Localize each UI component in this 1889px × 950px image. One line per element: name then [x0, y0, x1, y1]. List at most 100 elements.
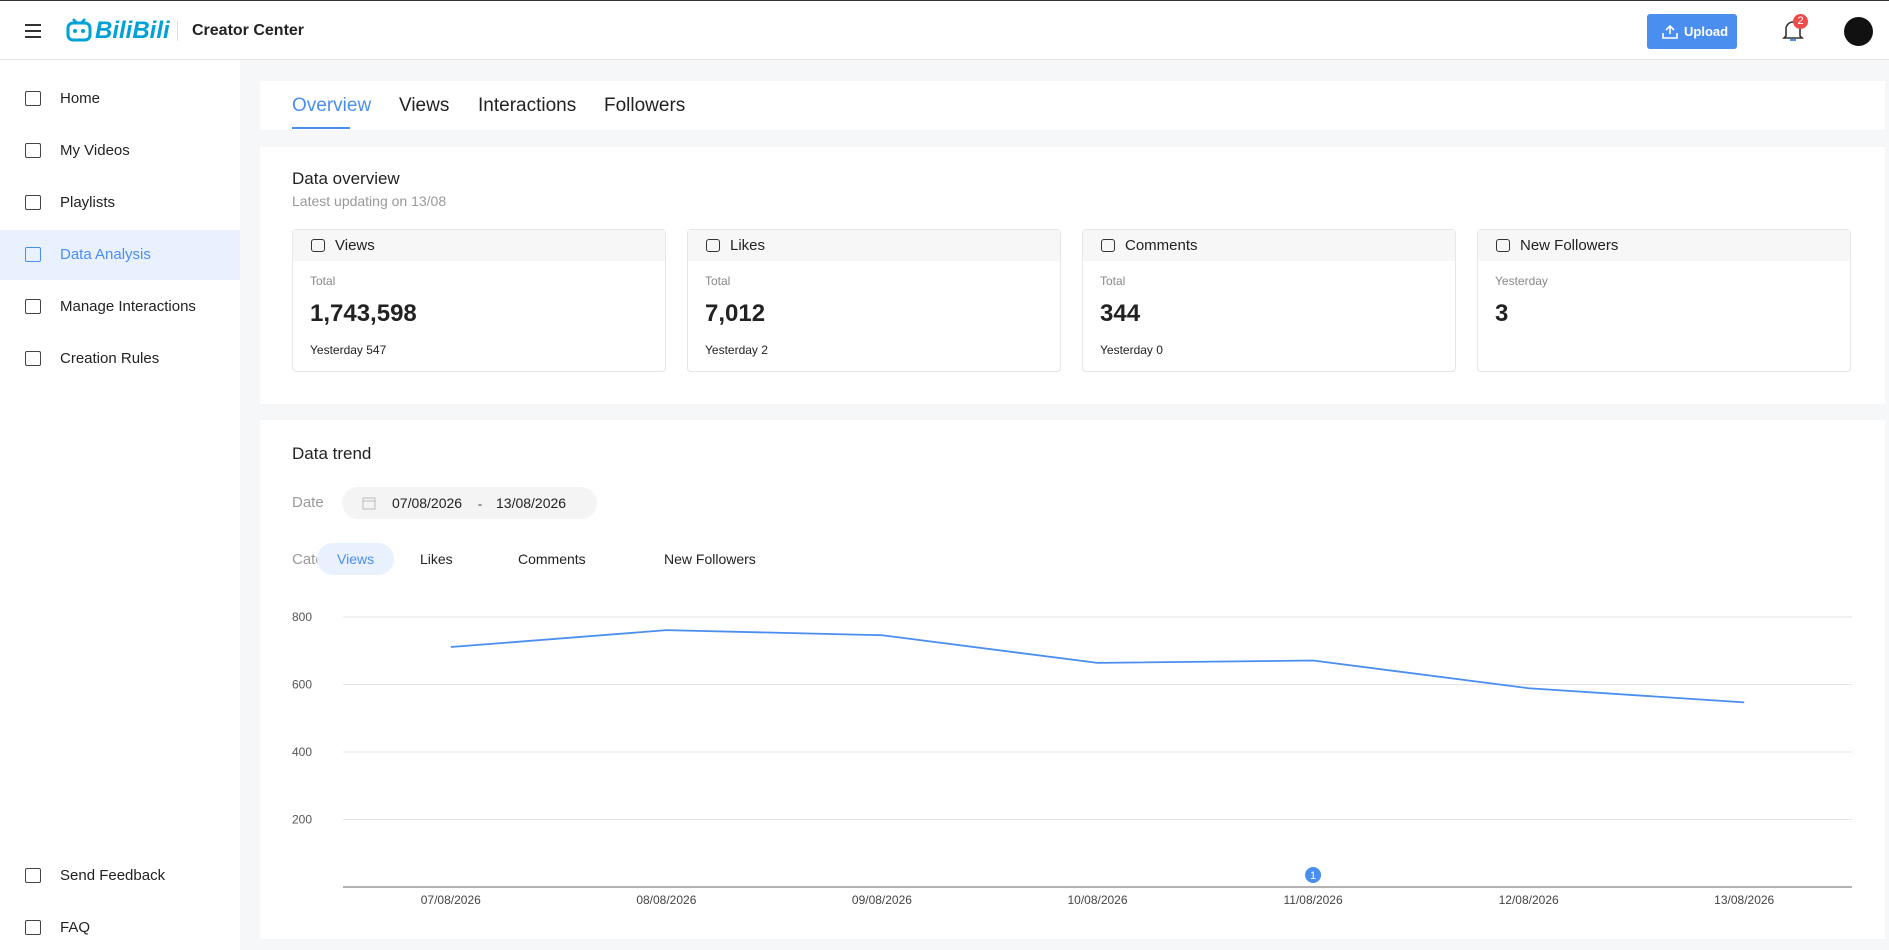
- stat-card-header: [1478, 230, 1850, 261]
- sidebar-icon: [25, 868, 41, 883]
- sidebar-label: Data Analysis: [60, 246, 151, 263]
- overview-panel: Data overview Latest updating on 13/08 V…: [260, 147, 1885, 404]
- tabs: Overview Views Interactions Followers: [260, 81, 1885, 130]
- start-date: 07/08/2026: [392, 495, 463, 511]
- sidebar-item[interactable]: FAQ: [0, 903, 240, 950]
- end-date: 13/08/2026: [496, 495, 567, 511]
- stat-card: Comments Total 344 Yesterday 0: [1082, 229, 1456, 372]
- upload-icon: [1662, 24, 1678, 39]
- trend-panel: Data trend Date 07/08/2026 - 13/08/2026 …: [260, 420, 1885, 939]
- sidebar-label: Send Feedback: [60, 867, 166, 884]
- section-title: Data overview: [292, 169, 400, 188]
- sidebar-label: Home: [60, 90, 101, 107]
- stat-value: 7,012: [705, 300, 766, 327]
- header-title: Creator Center: [192, 22, 305, 39]
- stat-name: Comments: [1125, 237, 1198, 254]
- stat-card: New Followers Yesterday 3: [1477, 229, 1851, 372]
- logo-icon: [66, 18, 92, 42]
- stat-period: Total: [705, 274, 731, 288]
- stat-card-header: [293, 230, 665, 261]
- category-chip[interactable]: Comments: [518, 551, 586, 567]
- stat-card-header: [1083, 230, 1455, 261]
- stat-icon: [311, 239, 325, 252]
- notification-badge: 2: [1793, 14, 1808, 29]
- event-marker: [1305, 867, 1322, 883]
- avatar[interactable]: [1844, 17, 1873, 46]
- sidebar-icon: [25, 351, 41, 366]
- calendar-icon: [362, 497, 376, 510]
- stat-value: 1,743,598: [310, 300, 417, 327]
- section-title: Data trend: [292, 444, 372, 463]
- stat-value: 3: [1495, 300, 1509, 327]
- sidebar-label: FAQ: [60, 919, 91, 936]
- stat-card: Likes Total 7,012 Yesterday 2: [687, 229, 1061, 372]
- x-tick-label: 10/08/2026: [1067, 893, 1127, 907]
- category-chip[interactable]: Likes: [420, 551, 453, 567]
- divider: [177, 21, 178, 41]
- stat-period: Total: [1100, 274, 1126, 288]
- sidebar-item[interactable]: Manage Interactions: [0, 282, 240, 332]
- logo: BiliBili: [95, 17, 170, 44]
- date-label: Date: [292, 494, 324, 511]
- sidebar-label: Creation Rules: [60, 350, 160, 367]
- sidebar-item[interactable]: Creation Rules: [0, 334, 240, 384]
- upload-button[interactable]: Upload: [1647, 14, 1737, 49]
- date-range[interactable]: 07/08/2026 - 13/08/2026: [342, 487, 597, 519]
- x-tick-label: 11/08/2026: [1283, 893, 1342, 907]
- y-tick-label: 800: [292, 610, 312, 624]
- x-tick-label: 12/08/2026: [1499, 893, 1559, 907]
- header: BiliBili Creator Center Upload 2: [0, 0, 1889, 60]
- sidebar-icon: [25, 920, 41, 935]
- date-separator: -: [478, 497, 482, 511]
- sidebar-label: My Videos: [60, 142, 130, 159]
- stat-name: Views: [335, 237, 375, 254]
- stat-period: Total: [310, 274, 336, 288]
- x-tick-label: 07/08/2026: [421, 893, 481, 907]
- y-tick-label: 400: [292, 745, 312, 759]
- sidebar-item[interactable]: Data Analysis: [0, 230, 240, 280]
- stat-yesterday: Yesterday 547: [310, 343, 387, 357]
- stat-yesterday: Yesterday 2: [705, 343, 768, 357]
- x-tick-label: 09/08/2026: [852, 893, 912, 907]
- stat-card-header: [688, 230, 1060, 261]
- stat-card: Views Total 1,743,598 Yesterday 547: [292, 229, 666, 372]
- sidebar-icon: [25, 91, 41, 106]
- upload-label: Upload: [1684, 24, 1729, 39]
- tab-indicator: [292, 127, 350, 129]
- tab[interactable]: Interactions: [478, 95, 577, 116]
- x-tick-label: 08/08/2026: [636, 893, 696, 907]
- stat-icon: [1496, 239, 1510, 252]
- section-subtitle: Latest updating on 13/08: [292, 193, 447, 209]
- sidebar-item[interactable]: My Videos: [0, 126, 240, 176]
- chart: 200 400 600 800 07/08/2026 08/08/2026 09/08/20…: [292, 610, 1852, 907]
- menu-icon[interactable]: [24, 23, 42, 39]
- trend-line: [450, 629, 1745, 704]
- sidebar-item[interactable]: Send Feedback: [0, 851, 240, 901]
- stat-icon: [706, 239, 720, 252]
- event-marker-label: 1: [1310, 870, 1316, 882]
- sidebar-label: Playlists: [60, 194, 116, 211]
- tab[interactable]: Views: [399, 95, 450, 116]
- sidebar-label: Manage Interactions: [60, 298, 196, 315]
- tab[interactable]: Overview: [292, 95, 372, 116]
- stat-yesterday: Yesterday 0: [1100, 343, 1163, 357]
- y-tick-label: 200: [292, 813, 312, 827]
- stat-period: Yesterday: [1495, 274, 1548, 288]
- stat-value: 344: [1100, 300, 1141, 327]
- sidebar-icon: [25, 299, 41, 314]
- y-tick-label: 600: [292, 678, 312, 692]
- tab[interactable]: Followers: [604, 95, 686, 116]
- sidebar: Home My Videos Playlists Data Analysis Manag…: [0, 60, 240, 950]
- sidebar-icon: [25, 195, 41, 210]
- category-chip[interactable]: New Followers: [664, 551, 756, 567]
- sidebar-icon: [25, 143, 41, 158]
- sidebar-icon: [25, 247, 41, 262]
- sidebar-item[interactable]: Playlists: [0, 178, 240, 228]
- stat-name: Likes: [730, 237, 766, 254]
- sidebar-item[interactable]: Home: [0, 74, 240, 124]
- x-tick-label: 13/08/2026: [1714, 893, 1774, 907]
- stat-icon: [1101, 239, 1115, 252]
- stat-name: New Followers: [1520, 237, 1619, 254]
- category-chip[interactable]: Views: [317, 543, 395, 575]
